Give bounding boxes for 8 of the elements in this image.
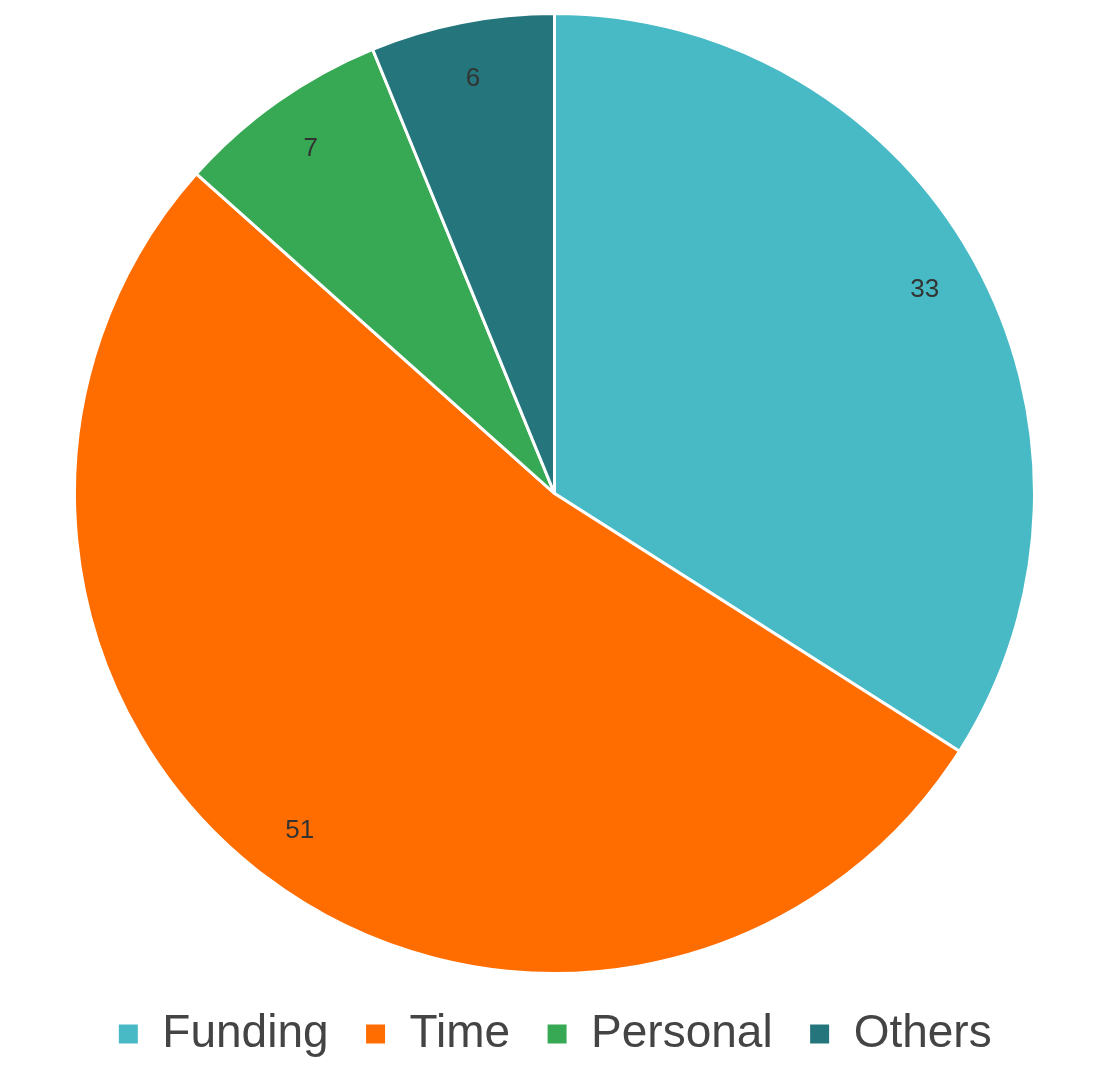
data-label: 33 [910,273,940,304]
legend-label: Others [853,1004,992,1057]
data-label: 7 [303,131,318,162]
legend-label: Personal [591,1004,773,1057]
legend-label: Time [409,1004,511,1057]
legend-label: Funding [162,1004,329,1057]
data-label: 51 [285,813,315,844]
data-label: 6 [465,62,481,93]
